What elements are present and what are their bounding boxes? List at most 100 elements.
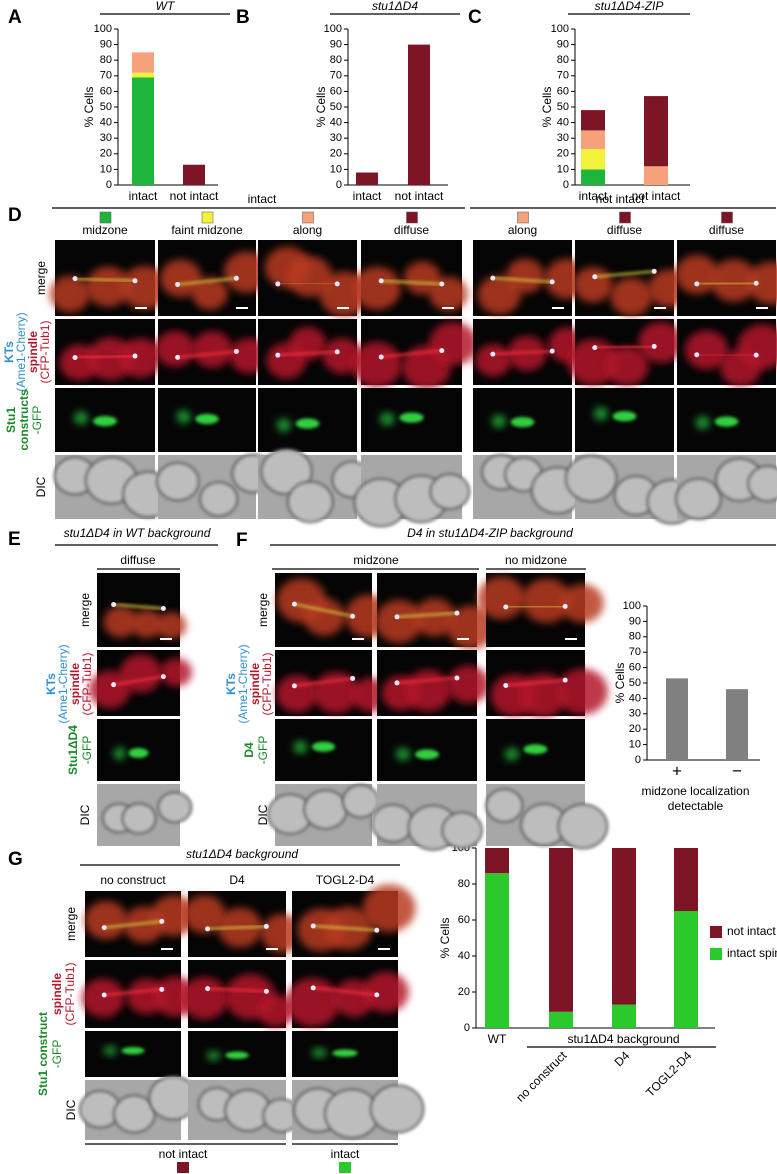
- kinetochore: [160, 674, 166, 680]
- row-label: (CFP-Tub1): [63, 963, 77, 1026]
- cell: [155, 331, 195, 367]
- cell: [567, 339, 619, 386]
- micrograph: [85, 1031, 181, 1077]
- cell: [88, 670, 131, 709]
- micrograph: [97, 719, 180, 781]
- bar-segment: [132, 72, 154, 78]
- y-tick-label: 20: [629, 723, 641, 735]
- gfp-signal: [714, 416, 739, 427]
- column-label: diffuse: [607, 223, 642, 237]
- kinetochore: [490, 351, 496, 357]
- y-tick-label: 60: [330, 85, 342, 97]
- y-tick-label: 80: [458, 878, 470, 890]
- cell: [191, 277, 228, 310]
- y-tick-label: 50: [100, 101, 112, 113]
- y-tick-label: 0: [106, 179, 112, 191]
- y-tick-label: 40: [100, 117, 112, 129]
- y-tick-label: 20: [100, 148, 112, 160]
- kinetochore: [72, 355, 78, 361]
- y-tick-label: 20: [330, 148, 342, 160]
- category-swatch: [99, 211, 112, 224]
- micrograph: [477, 573, 604, 647]
- cell: [157, 791, 193, 824]
- gfp-signal: [176, 410, 191, 424]
- cell: [441, 811, 483, 849]
- y-tick-label: 30: [557, 132, 569, 144]
- row-label: (CFP-Tub1): [80, 653, 94, 716]
- y-tick-label: 30: [330, 132, 342, 144]
- spindle: [74, 277, 136, 282]
- micrograph: [351, 319, 478, 389]
- kinetochore: [753, 352, 759, 358]
- row-label: spindle: [248, 663, 262, 705]
- gfp-signal: [332, 1049, 358, 1057]
- spindle: [396, 677, 458, 684]
- kinetochore: [310, 985, 316, 991]
- y-tick-label: 0: [635, 754, 641, 766]
- micrograph: [285, 960, 409, 1028]
- micrograph: [81, 960, 198, 1028]
- kinetochore: [562, 603, 568, 609]
- cell: [560, 583, 604, 623]
- kinetochore: [334, 281, 340, 287]
- kinetochore: [592, 274, 598, 280]
- y-tick-label: 40: [458, 950, 470, 962]
- y-tick-label: 100: [94, 23, 112, 35]
- micrograph: [188, 1080, 301, 1140]
- bar-segment: [581, 110, 605, 131]
- panel-title: stu1ΔD4 in WT background: [64, 526, 211, 540]
- micrograph: [88, 650, 192, 716]
- row-label: (CFP-Tub1): [260, 653, 274, 716]
- cell: [159, 259, 202, 298]
- kinetochore: [651, 268, 657, 274]
- column-label: along: [293, 223, 322, 237]
- row-label: merge: [34, 261, 48, 295]
- cell: [556, 668, 608, 715]
- bar-segment: [581, 149, 605, 170]
- spindle: [492, 277, 553, 283]
- kinetochore: [111, 602, 117, 608]
- y-tick-label: 80: [100, 54, 112, 66]
- bar-segment: [674, 848, 698, 911]
- y-tick-label: 10: [100, 163, 112, 175]
- bar: [356, 172, 378, 185]
- micrograph: [55, 319, 163, 385]
- cell: [557, 803, 609, 850]
- cell: [610, 277, 653, 316]
- kinetochore: [160, 605, 166, 611]
- y-axis-label: % Cells: [82, 87, 96, 128]
- cell: [260, 448, 313, 496]
- bar-segment: [183, 164, 205, 185]
- y-tick-label: 20: [458, 986, 470, 998]
- gfp-signal: [510, 416, 535, 428]
- micrograph: [361, 388, 462, 452]
- spindle: [177, 277, 237, 286]
- y-tick-label: 60: [557, 85, 569, 97]
- cell: [353, 266, 401, 310]
- y-tick-label: 60: [629, 662, 641, 674]
- cell: [604, 346, 649, 386]
- bar-segment: [581, 169, 605, 185]
- outcome-swatch: [177, 1162, 189, 1173]
- spindle: [313, 986, 377, 996]
- gfp-signal: [93, 415, 117, 427]
- gfp-signal: [295, 418, 320, 429]
- kinetochore: [159, 918, 165, 924]
- micrograph: [258, 388, 357, 452]
- chart-title: WT: [156, 0, 176, 13]
- spindle: [74, 355, 136, 359]
- kinetochore: [651, 343, 657, 349]
- legend-swatch: [710, 948, 722, 960]
- gfp-signal: [695, 416, 710, 430]
- spindle: [381, 279, 442, 285]
- bar-segment: [612, 1004, 636, 1028]
- kinetochore: [549, 279, 555, 285]
- kinetochore: [275, 281, 281, 287]
- kinetochore: [205, 986, 211, 992]
- panel-title: D4 in stu1ΔD4-ZIP background: [407, 526, 573, 540]
- cell: [183, 895, 226, 934]
- row-label: Stu1: [4, 407, 18, 433]
- micrograph: [267, 784, 380, 846]
- row-label: spindle: [50, 973, 64, 1015]
- row-label: merge: [64, 907, 78, 941]
